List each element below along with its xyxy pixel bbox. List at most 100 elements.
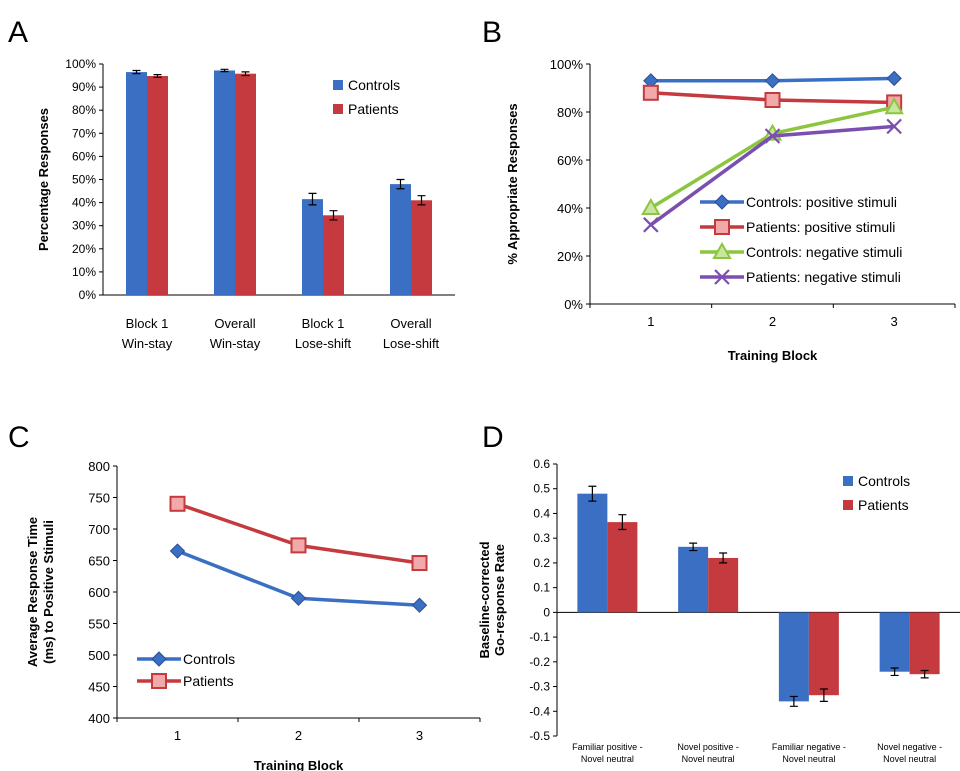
y-tick-label: 0%	[564, 297, 583, 312]
category-label: Lose-shift	[295, 336, 352, 351]
category-label: Novel positive -	[677, 742, 739, 752]
bar-controls	[390, 184, 411, 295]
error-bar	[220, 68, 229, 73]
error-bar	[417, 195, 426, 206]
data-point-2-2	[884, 97, 904, 115]
y-tick-label: 10%	[72, 265, 96, 279]
category-label: Novel negative -	[877, 742, 942, 752]
legend-marker	[151, 651, 167, 667]
y-tick-label: 20%	[557, 249, 583, 264]
y-tick-label: -0.4	[529, 704, 550, 718]
y-tick-label: 700	[88, 522, 110, 537]
data-point-1-0	[642, 84, 659, 101]
y-tick-label: 60%	[557, 153, 583, 168]
bar-patients	[808, 612, 839, 696]
legend-label: Patients	[183, 673, 234, 689]
y-tick-label: 0.6	[533, 457, 550, 471]
y-axis-label: Percentage Responses	[36, 108, 51, 251]
y-tick-label: 50%	[72, 173, 96, 187]
legend-marker	[714, 269, 730, 285]
x-axis-label: Training Block	[728, 348, 818, 363]
category-label: Overall	[214, 316, 255, 331]
error-bar	[241, 71, 250, 77]
error-bar	[689, 542, 698, 552]
data-point-3-2	[886, 118, 902, 135]
category-label: Block 1	[126, 316, 169, 331]
data-point-0-0	[169, 543, 186, 559]
data-point-2-0	[641, 197, 661, 215]
legend-marker	[151, 673, 167, 689]
legend-label: Controls: negative stimuli	[746, 244, 902, 260]
data-point-1-1	[290, 537, 307, 554]
chart-b: 0% 20% 40% 60% 80% 100% 1 2 3 Controls: positive …	[505, 57, 956, 363]
data-point-0-1	[290, 590, 307, 607]
x-tick-label: 1	[647, 314, 654, 329]
error-bar	[588, 485, 597, 502]
bar-controls	[577, 493, 608, 613]
category-label: Overall	[390, 316, 431, 331]
bar-patients	[411, 200, 432, 295]
error-bar	[819, 688, 828, 702]
chart-d: -0.5 -0.4 -0.3 -0.2 -0.1 0 0.1 0.2 0.3 0.4 0.5 0.6 F…	[477, 457, 960, 764]
y-tick-label: -0.3	[529, 680, 550, 694]
y-tick-label: 100%	[550, 57, 584, 72]
data-point-0-2	[411, 597, 428, 613]
category-label: Win-stay	[122, 336, 173, 351]
error-bar	[920, 669, 929, 679]
legend-label: Patients	[858, 497, 909, 513]
bar-patients	[147, 76, 168, 296]
y-tick-label: 40%	[72, 196, 96, 210]
series-line-3	[649, 124, 895, 227]
legend-label: Patients: negative stimuli	[746, 269, 901, 285]
panel-a-label: A	[8, 16, 28, 49]
y-tick-label: 500	[88, 648, 110, 663]
y-tick-label: 80%	[72, 103, 96, 117]
error-bar	[396, 178, 405, 190]
category-label: Novel neutral	[782, 754, 835, 764]
y-tick-label: 400	[88, 711, 110, 726]
y-tick-label: 0.1	[533, 581, 550, 595]
category-label: Win-stay	[210, 336, 261, 351]
y-axis-label: Baseline-corrected	[477, 541, 492, 658]
data-point-0-1	[764, 73, 781, 89]
data-point-0-2	[886, 70, 902, 87]
y-tick-label: 0.4	[533, 506, 550, 520]
category-label: Familiar negative -	[772, 742, 846, 752]
bar-patients	[909, 612, 940, 675]
y-tick-label: 40%	[557, 201, 583, 216]
bar-controls	[778, 612, 809, 702]
chart-c: 400 450 500 550 600 650 700 750 800 1 2 3 Controls Pa…	[25, 459, 481, 771]
bar-patients	[607, 522, 638, 613]
data-point-1-1	[764, 92, 781, 108]
error-bar	[719, 552, 728, 564]
legend-label: Controls	[348, 77, 400, 93]
y-tick-label: 100%	[65, 57, 96, 71]
legend-swatch-patients	[333, 104, 343, 114]
y-tick-label: 0.2	[533, 556, 550, 570]
error-bar	[618, 514, 627, 531]
error-bar	[329, 210, 338, 221]
x-tick-label: 3	[891, 314, 898, 329]
error-bar	[132, 69, 141, 75]
x-tick-label: 3	[416, 728, 423, 743]
y-tick-label: 0.5	[533, 482, 550, 496]
y-tick-label: 800	[88, 459, 110, 474]
y-tick-label: 750	[88, 491, 110, 506]
y-tick-label: 600	[88, 585, 110, 600]
legend-label: Controls: positive stimuli	[746, 194, 897, 210]
category-label: Novel neutral	[581, 754, 634, 764]
legend-swatch-controls	[333, 80, 343, 90]
category-label: Novel neutral	[883, 754, 936, 764]
legend-marker	[712, 241, 732, 259]
series-line-1	[176, 502, 420, 565]
data-point-1-2	[411, 555, 428, 572]
bar-controls	[678, 546, 709, 613]
legend-marker	[714, 194, 730, 210]
legend-swatch-controls	[843, 476, 853, 486]
legend-swatch-patients	[843, 500, 853, 510]
panel-c-label: C	[8, 421, 30, 454]
error-bar	[789, 695, 798, 707]
category-label: Block 1	[302, 316, 345, 331]
series-line-2	[649, 105, 895, 210]
legend-label: Patients	[348, 101, 399, 117]
